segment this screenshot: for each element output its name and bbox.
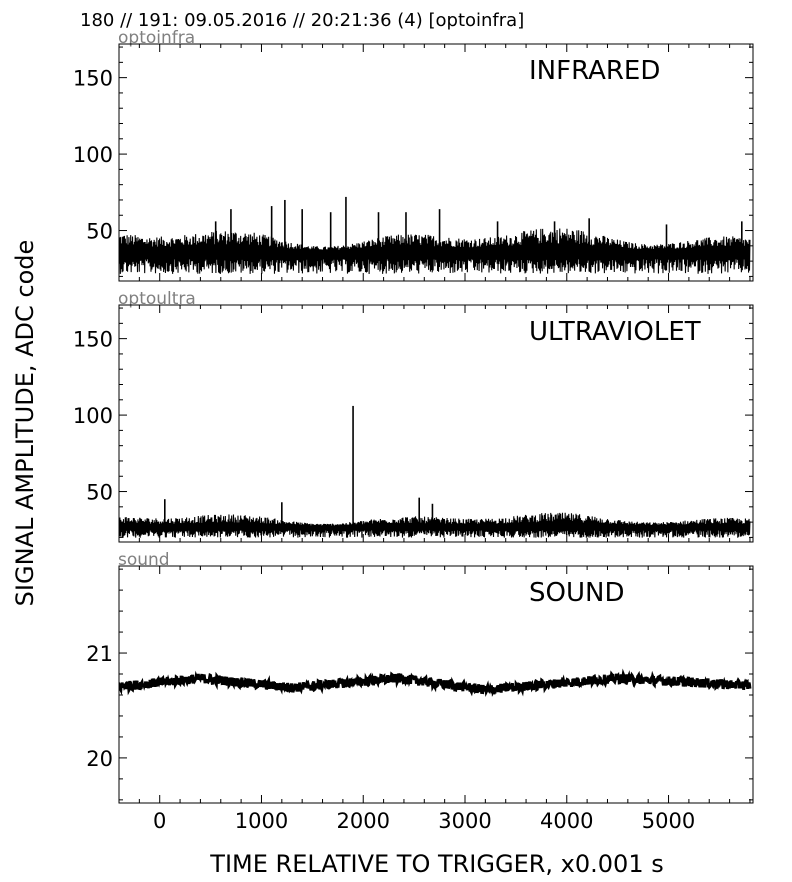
x-tick-label: 4000 — [540, 809, 593, 833]
x-tick-label: 2000 — [337, 809, 390, 833]
y-tick-label: 50 — [86, 481, 113, 505]
chart-header: 180 // 191: 09.05.2016 // 20:21:36 (4) [… — [80, 10, 524, 31]
panel-frame — [118, 43, 754, 282]
panel-optoinfra: optoinfra 50 100 150 INFRARED — [73, 28, 754, 282]
x-tick-label: 1000 — [235, 809, 288, 833]
panel-title: ULTRAVIOLET — [529, 317, 701, 347]
channel-tag: optoinfra — [118, 28, 195, 48]
x-tick-label: 5000 — [642, 809, 695, 833]
panel-frame — [118, 304, 754, 543]
channel-tag: sound — [118, 550, 170, 570]
y-tick-label: 100 — [73, 143, 113, 167]
x-axis-label: TIME RELATIVE TO TRIGGER, x0.001 s — [209, 850, 663, 878]
y-tick-label: 150 — [73, 67, 113, 91]
y-tick-label: 21 — [86, 642, 113, 666]
y-tick-label: 150 — [73, 328, 113, 352]
x-tick-label: 0 — [153, 809, 166, 833]
y-tick-label: 20 — [86, 747, 113, 771]
panel-optoultra: optoultra 50 100 150 ULTRAVIOLET — [73, 289, 754, 543]
panel-title: SOUND — [529, 578, 624, 608]
y-axis-label: SIGNAL AMPLITUDE, ADC code — [11, 240, 39, 607]
panel-frame — [118, 565, 754, 804]
y-tick-label: 100 — [73, 404, 113, 428]
panel-sound: sound 20 21 SOUND 0 1000 2000 3000 4000 5000 — [86, 550, 754, 833]
chart-panels: optoinfra 50 100 150 INFRARED optoultra 50 100 1… — [73, 28, 754, 833]
signal-trace — [119, 668, 752, 698]
channel-tag: optoultra — [118, 289, 196, 309]
panel-title: INFRARED — [529, 56, 660, 86]
y-tick-label: 50 — [86, 220, 113, 244]
x-tick-label: 3000 — [438, 809, 491, 833]
signal-trace — [119, 512, 751, 538]
signal-trace — [119, 228, 751, 274]
